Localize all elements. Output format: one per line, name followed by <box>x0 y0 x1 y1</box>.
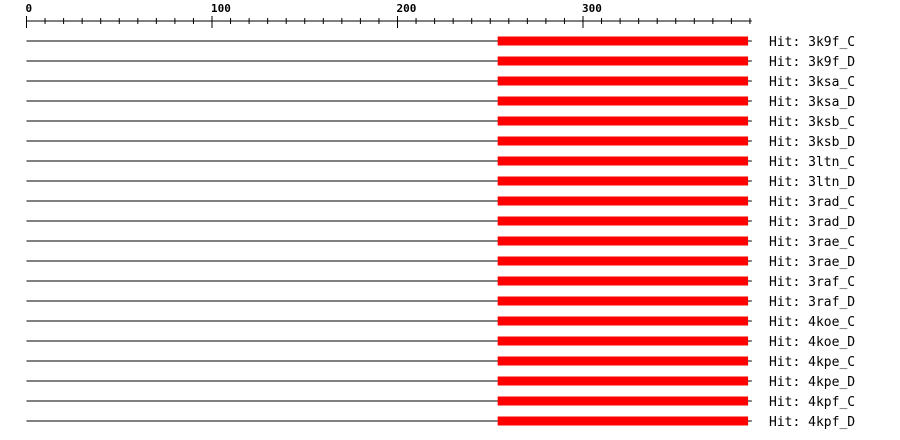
hit-row[interactable]: Hit: 3ksa_C <box>26 75 856 90</box>
hit-row[interactable]: Hit: 4koe_C <box>26 315 856 330</box>
tick-label: 0 <box>26 2 33 15</box>
hit-row[interactable]: Hit: 4kpf_C <box>26 395 856 410</box>
tick-label: 300 <box>582 2 602 15</box>
hit-label[interactable]: Hit: 3raf_D <box>769 295 855 310</box>
hit-bar[interactable] <box>497 316 749 326</box>
hit-row[interactable]: Hit: 4kpe_C <box>26 355 856 370</box>
hit-label[interactable]: Hit: 3rae_D <box>769 255 855 270</box>
hit-label[interactable]: Hit: 4kpe_C <box>769 355 855 370</box>
hit-row[interactable]: Hit: 4koe_D <box>26 335 856 350</box>
ruler-axis: 0 100 200 300 <box>26 2 752 28</box>
hit-row[interactable]: Hit: 4kpf_D <box>26 415 856 430</box>
hit-label[interactable]: Hit: 3rad_D <box>769 215 855 230</box>
hit-label[interactable]: Hit: 3k9f_C <box>769 35 855 50</box>
hit-label[interactable]: Hit: 3ksb_C <box>769 115 855 130</box>
hit-row[interactable]: Hit: 3raf_C <box>26 275 856 290</box>
hit-bar[interactable] <box>497 116 749 126</box>
hit-bar[interactable] <box>497 36 749 46</box>
hit-row[interactable]: Hit: 3rae_C <box>26 235 856 250</box>
hit-bar[interactable] <box>497 156 749 166</box>
hit-bar[interactable] <box>497 416 749 426</box>
hit-label[interactable]: Hit: 3rad_C <box>769 195 855 210</box>
hit-label[interactable]: Hit: 3ksb_D <box>769 135 855 150</box>
tick-label: 200 <box>397 2 417 15</box>
hit-row[interactable]: Hit: 3ksa_D <box>26 95 856 110</box>
hit-label[interactable]: Hit: 4kpf_D <box>769 415 855 430</box>
hit-bar[interactable] <box>497 176 749 186</box>
hit-bar[interactable] <box>497 236 749 246</box>
hit-bar[interactable] <box>497 56 749 66</box>
hit-row[interactable]: Hit: 3rae_D <box>26 255 856 270</box>
hit-label[interactable]: Hit: 4kpf_C <box>769 395 855 410</box>
tick-label: 100 <box>211 2 231 15</box>
hit-label[interactable]: Hit: 3ltn_C <box>769 155 855 170</box>
hit-label[interactable]: Hit: 4kpe_D <box>769 375 855 390</box>
hit-label[interactable]: Hit: 4koe_D <box>769 335 855 350</box>
hit-label[interactable]: Hit: 3rae_C <box>769 235 855 250</box>
hit-row[interactable]: Hit: 3ksb_C <box>26 115 856 130</box>
hit-bar[interactable] <box>497 256 749 266</box>
hit-row[interactable]: Hit: 3raf_D <box>26 295 856 310</box>
hit-rows: Hit: 3k9f_C Hit: 3k9f_D Hit: 3ksa_C Hit: 3k… <box>26 35 856 430</box>
hit-row[interactable]: Hit: 3ltn_C <box>26 155 856 170</box>
hit-label[interactable]: Hit: 3ltn_D <box>769 175 855 190</box>
hit-bar[interactable] <box>497 216 749 226</box>
hit-row[interactable]: Hit: 3k9f_C <box>26 35 856 50</box>
hit-bar[interactable] <box>497 276 749 286</box>
hit-bar[interactable] <box>497 376 749 386</box>
hit-row[interactable]: Hit: 4kpe_D <box>26 375 856 390</box>
hit-bar[interactable] <box>497 96 749 106</box>
hit-bar[interactable] <box>497 136 749 146</box>
hit-row[interactable]: Hit: 3ksb_D <box>26 135 856 150</box>
hit-bar[interactable] <box>497 336 749 346</box>
hit-bar[interactable] <box>497 396 749 406</box>
hit-bar[interactable] <box>497 76 749 86</box>
hit-label[interactable]: Hit: 3ksa_C <box>769 75 855 90</box>
hit-row[interactable]: Hit: 3rad_C <box>26 195 856 210</box>
hit-label[interactable]: Hit: 3ksa_D <box>769 95 855 110</box>
hit-bar[interactable] <box>497 296 749 306</box>
hit-bar[interactable] <box>497 356 749 366</box>
hit-label[interactable]: Hit: 3k9f_D <box>769 55 855 70</box>
hit-label[interactable]: Hit: 3raf_C <box>769 275 855 290</box>
hit-row[interactable]: Hit: 3k9f_D <box>26 55 856 70</box>
hit-bar[interactable] <box>497 196 749 206</box>
hit-label[interactable]: Hit: 4koe_C <box>769 315 855 330</box>
hit-row[interactable]: Hit: 3rad_D <box>26 215 856 230</box>
hit-row[interactable]: Hit: 3ltn_D <box>26 175 856 190</box>
